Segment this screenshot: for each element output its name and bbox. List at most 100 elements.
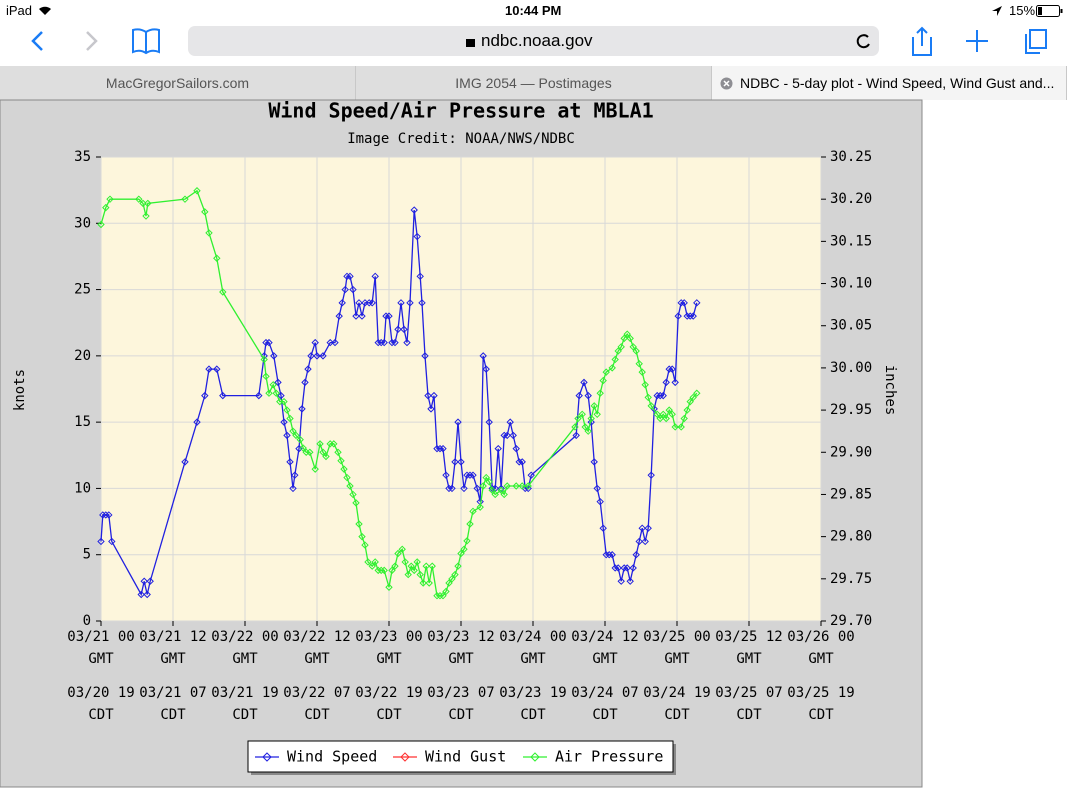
data-point	[319, 448, 327, 456]
data-point	[139, 199, 147, 208]
data-point	[632, 551, 640, 559]
x-tick-label: 03/23 12 GMT	[427, 629, 495, 667]
legend-marker	[400, 752, 410, 762]
data-point	[614, 347, 622, 355]
data-point	[371, 272, 379, 281]
address-bar[interactable]	[188, 26, 879, 56]
data-point	[596, 497, 604, 506]
data-point	[406, 299, 414, 307]
legend-label: Wind Speed	[287, 748, 377, 766]
x-tick-label-local: 03/23 19 CDT	[499, 685, 567, 723]
reload-button[interactable]	[856, 34, 870, 49]
data-point	[349, 285, 357, 294]
data-point	[346, 272, 354, 281]
data-point	[311, 338, 319, 347]
data-point	[410, 206, 418, 214]
data-point	[479, 352, 487, 360]
data-point	[364, 558, 372, 566]
data-point	[518, 482, 526, 490]
data-point	[398, 545, 406, 553]
data-point	[105, 511, 113, 519]
data-point	[352, 312, 360, 320]
y-tick-label: 25	[74, 282, 91, 298]
legend-label: Wind Gust	[425, 748, 506, 766]
data-point	[677, 423, 685, 431]
data-point	[512, 444, 520, 453]
data-point	[410, 566, 418, 575]
data-point	[647, 402, 655, 410]
data-point	[599, 524, 607, 532]
data-point	[260, 355, 268, 364]
data-point	[497, 486, 505, 494]
data-point	[340, 465, 348, 473]
back-button[interactable]	[31, 31, 43, 51]
bookmarks-button[interactable]	[132, 28, 160, 55]
data-point	[146, 577, 154, 585]
new-tab-button[interactable]	[966, 30, 988, 52]
data-point	[656, 414, 664, 423]
data-point	[283, 431, 291, 440]
location-icon	[992, 6, 1002, 16]
data-point	[638, 524, 646, 532]
data-point	[439, 444, 447, 453]
data-point	[683, 406, 691, 414]
y-tick-label: 35	[74, 149, 91, 165]
data-point	[451, 458, 459, 466]
tabs-button[interactable]	[1025, 29, 1047, 54]
data-point	[454, 418, 462, 426]
tab[interactable]: MacGregorSailors.com	[0, 66, 356, 100]
data-point	[524, 482, 532, 490]
data-point	[391, 338, 399, 347]
data-point	[433, 444, 441, 453]
x-tick-label-local: 03/20 19 CDT	[67, 685, 135, 723]
share-button[interactable]	[912, 26, 932, 56]
data-point	[397, 299, 405, 307]
data-point	[358, 312, 366, 320]
data-point	[605, 551, 613, 559]
data-point	[280, 397, 288, 406]
data-point	[346, 482, 354, 490]
forward-button[interactable]	[86, 31, 98, 51]
data-point	[272, 389, 280, 397]
data-point	[306, 448, 314, 456]
data-point	[307, 352, 315, 360]
data-point	[349, 490, 357, 499]
close-tab-button[interactable]	[720, 77, 733, 90]
data-point	[445, 484, 453, 493]
x-tick-label-local: 03/24 07 CDT	[571, 685, 639, 723]
tab[interactable]: IMG 2054 — Postimages	[356, 66, 712, 100]
x-tick-label-local: 03/22 19 CDT	[355, 685, 423, 723]
data-point	[337, 457, 345, 465]
data-point	[144, 199, 152, 208]
data-point	[671, 423, 679, 431]
data-point	[274, 378, 282, 387]
y2-axis-label: inches	[882, 365, 898, 416]
data-point	[201, 208, 209, 216]
data-point	[587, 414, 595, 423]
data-point	[578, 410, 586, 419]
data-point	[656, 391, 664, 400]
data-point	[527, 471, 535, 479]
y2-tick-label: 30.15	[830, 233, 872, 249]
data-point	[331, 338, 339, 347]
active-tab[interactable]: NDBC - 5-day plot - Wind Speed, Wind Gus…	[712, 66, 1067, 100]
data-point	[439, 591, 447, 600]
data-point	[611, 355, 619, 364]
data-point	[371, 558, 379, 566]
x-tick-label-local: 03/22 07 CDT	[283, 685, 351, 723]
data-point	[506, 418, 514, 426]
data-point	[413, 232, 421, 241]
data-point	[283, 406, 291, 414]
data-point	[338, 299, 346, 307]
data-point	[299, 444, 307, 452]
data-point	[500, 431, 508, 440]
data-point	[602, 368, 610, 376]
data-point	[265, 389, 273, 397]
y2-tick-label: 29.90	[830, 444, 872, 460]
data-point	[97, 537, 105, 546]
data-point	[286, 414, 294, 423]
data-point	[374, 566, 382, 575]
data-point	[460, 545, 468, 553]
data-point	[193, 187, 201, 195]
